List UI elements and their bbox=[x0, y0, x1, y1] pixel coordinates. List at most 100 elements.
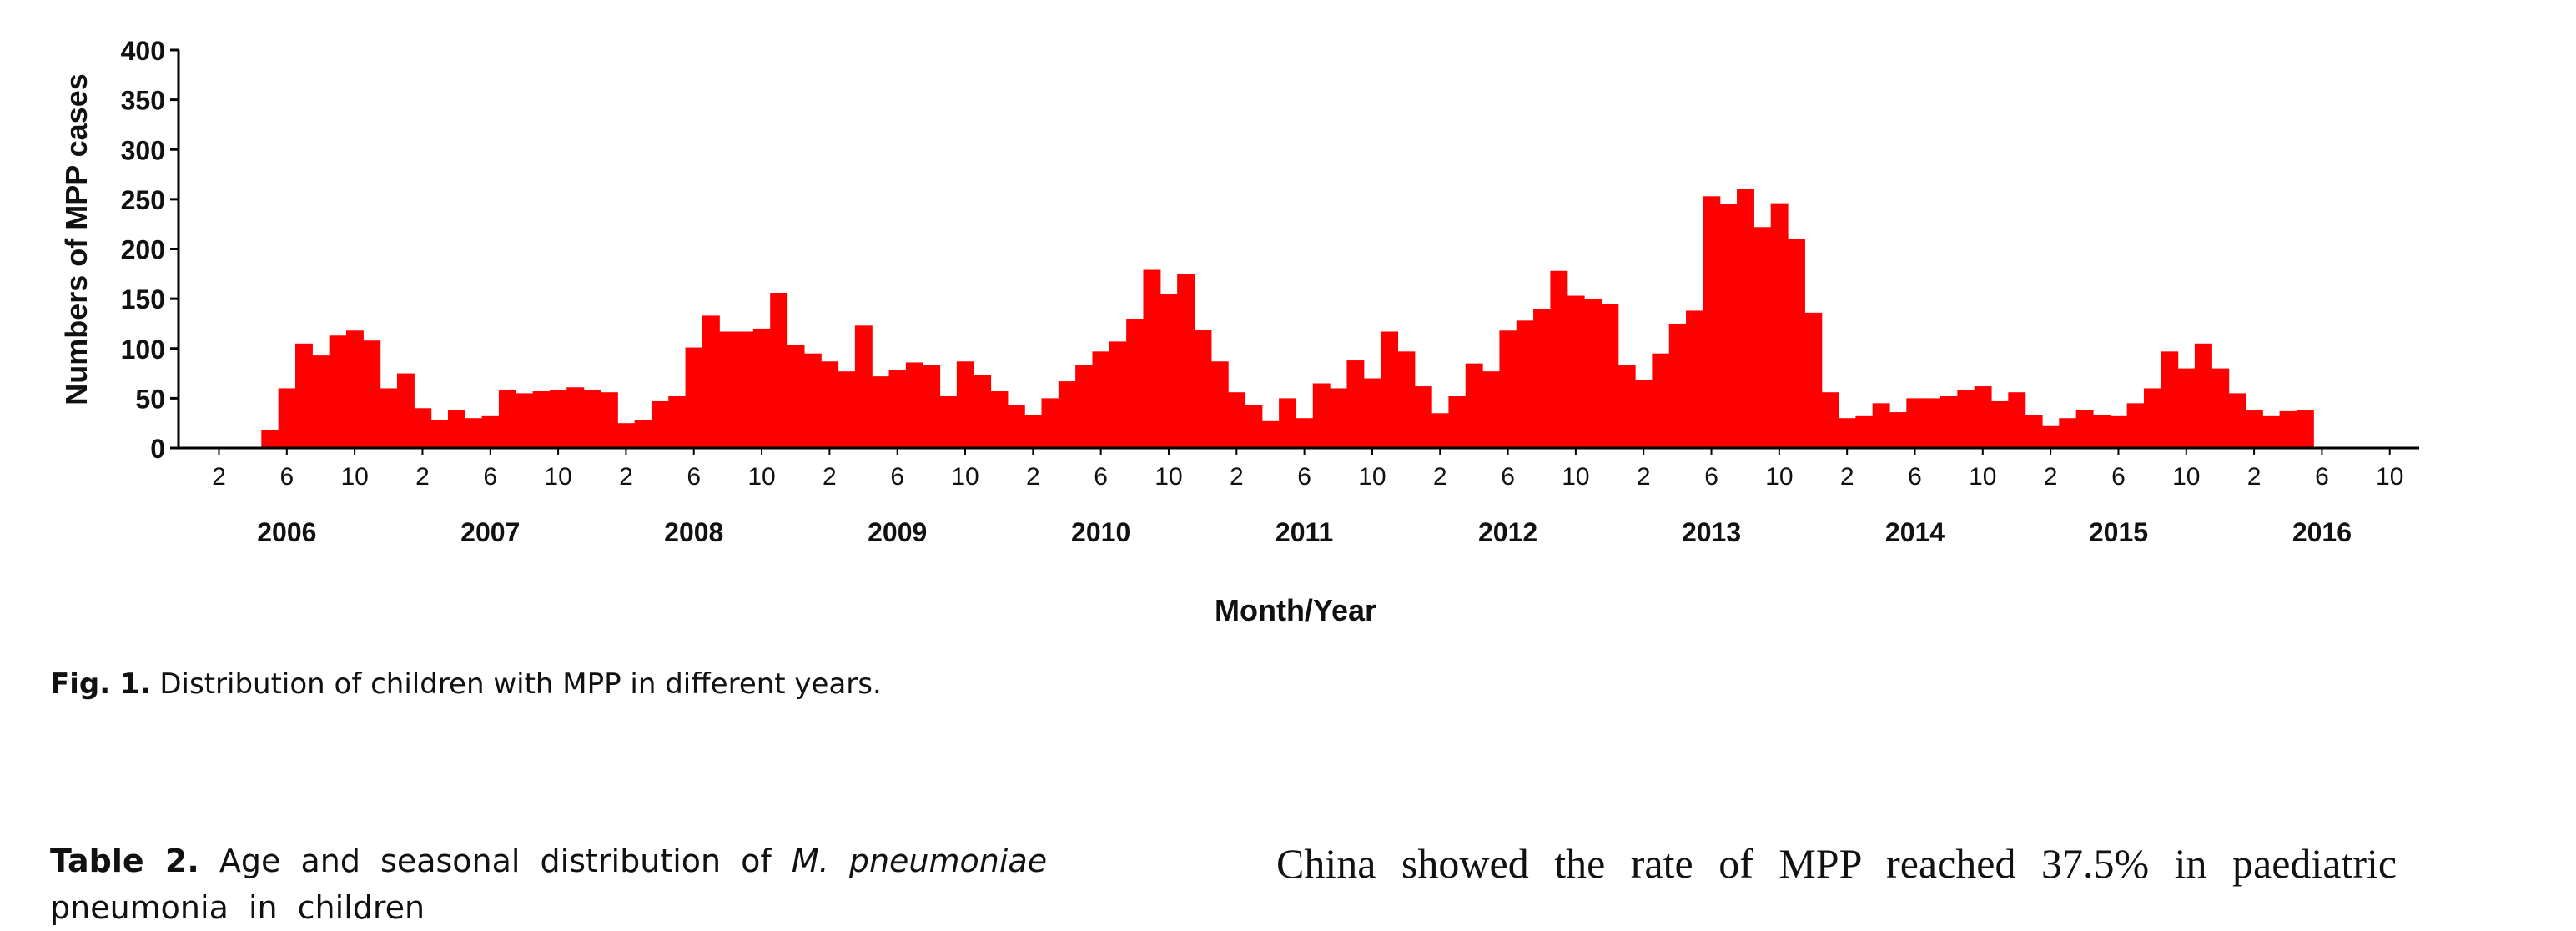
bar-112 bbox=[2092, 415, 2111, 448]
bar-28 bbox=[668, 395, 687, 448]
bar-109 bbox=[2041, 425, 2060, 448]
bar-40 bbox=[872, 376, 890, 448]
x-tick-label-2012-10: 10 bbox=[1562, 463, 1589, 491]
bar-6 bbox=[294, 343, 313, 448]
bar-98 bbox=[1855, 415, 1874, 448]
bar-44 bbox=[939, 395, 958, 448]
bar-78 bbox=[1516, 320, 1534, 448]
bar-74 bbox=[1448, 395, 1467, 448]
bar-93 bbox=[1770, 203, 1789, 448]
bar-103 bbox=[1940, 395, 1958, 448]
bar-42 bbox=[905, 362, 923, 448]
bar-54 bbox=[1109, 341, 1127, 448]
bar-57 bbox=[1160, 294, 1178, 448]
figure-caption-text: Distribution of children with MPP in dif… bbox=[159, 667, 882, 701]
y-tick-label-100: 100 bbox=[121, 335, 165, 365]
bar-120 bbox=[2228, 393, 2246, 448]
bar-66 bbox=[1312, 383, 1331, 448]
bar-107 bbox=[2008, 392, 2026, 448]
x-tick-label-2014-6: 6 bbox=[1908, 463, 1922, 491]
x-tick-label-2015-6: 6 bbox=[2111, 463, 2126, 491]
y-tick-label-200: 200 bbox=[121, 235, 165, 265]
x-tick-label-2015-10: 10 bbox=[2172, 463, 2200, 491]
bar-65 bbox=[1296, 418, 1314, 448]
y-tick-label-150: 150 bbox=[121, 284, 165, 315]
bar-30 bbox=[702, 315, 720, 448]
bar-15 bbox=[447, 410, 465, 448]
y-tick-label-400: 400 bbox=[121, 36, 165, 66]
bar-68 bbox=[1346, 360, 1365, 448]
x-tick-label-2006-6: 6 bbox=[279, 463, 294, 491]
bar-62 bbox=[1245, 405, 1263, 448]
year-label-2016: 2016 bbox=[2292, 517, 2352, 547]
bar-38 bbox=[838, 371, 856, 448]
year-label-2012: 2012 bbox=[1478, 517, 1537, 547]
x-tick-label-2009-6: 6 bbox=[890, 463, 904, 491]
table-title-text-after: pneumonia in children bbox=[50, 889, 425, 926]
x-tick-label-2013-6: 6 bbox=[1704, 463, 1718, 491]
year-label-2009: 2009 bbox=[868, 517, 927, 547]
bar-92 bbox=[1753, 227, 1772, 448]
bar-101 bbox=[1906, 398, 1924, 449]
x-tick-label-2013-2: 2 bbox=[1637, 463, 1651, 491]
bar-97 bbox=[1839, 418, 1856, 448]
x-axis-label: Month/Year bbox=[1215, 593, 1376, 627]
bar-32 bbox=[736, 331, 754, 448]
bar-12 bbox=[396, 373, 415, 448]
bar-100 bbox=[1889, 412, 1907, 448]
year-label-2006: 2006 bbox=[257, 517, 316, 547]
bar-50 bbox=[1041, 398, 1059, 449]
bar-8 bbox=[329, 335, 347, 448]
bar-95 bbox=[1804, 312, 1823, 448]
year-label-2013: 2013 bbox=[1682, 517, 1741, 547]
y-tick-label-250: 250 bbox=[121, 185, 165, 215]
bar-26 bbox=[634, 420, 652, 448]
x-tick-label-2010-10: 10 bbox=[1155, 463, 1182, 491]
x-tick-label-2011-6: 6 bbox=[1297, 463, 1311, 491]
bar-104 bbox=[1957, 390, 1975, 448]
body-text: China showed the rate of MPP reached 37.… bbox=[1276, 840, 2397, 887]
bar-85 bbox=[1635, 380, 1653, 448]
bar-114 bbox=[2126, 403, 2145, 448]
year-label-2007: 2007 bbox=[460, 517, 520, 547]
bar-21 bbox=[549, 390, 567, 448]
y-tick-label-50: 50 bbox=[135, 384, 165, 414]
year-label-2010: 2010 bbox=[1071, 517, 1130, 547]
bar-63 bbox=[1261, 420, 1280, 448]
bar-17 bbox=[481, 415, 500, 448]
x-tick-label-2012-2: 2 bbox=[1433, 463, 1447, 491]
bar-13 bbox=[414, 408, 432, 448]
x-tick-label-2012-6: 6 bbox=[1501, 463, 1515, 491]
x-tick-label-2010-6: 6 bbox=[1094, 463, 1108, 491]
bar-70 bbox=[1381, 331, 1399, 448]
bar-39 bbox=[854, 325, 873, 448]
bar-118 bbox=[2194, 343, 2212, 448]
bar-81 bbox=[1567, 295, 1585, 448]
bar-18 bbox=[498, 390, 516, 448]
x-tick-label-2007-10: 10 bbox=[544, 463, 571, 491]
bar-9 bbox=[345, 330, 364, 448]
x-tick-label-2010-2: 2 bbox=[1026, 463, 1040, 491]
bar-24 bbox=[600, 392, 618, 448]
y-tick-label-0: 0 bbox=[150, 434, 165, 464]
bar-61 bbox=[1228, 392, 1246, 448]
x-tick-label-2011-10: 10 bbox=[1358, 463, 1386, 491]
x-tick-label-2013-10: 10 bbox=[1765, 463, 1793, 491]
bar-46 bbox=[974, 375, 992, 448]
bar-52 bbox=[1075, 365, 1094, 448]
bar-67 bbox=[1330, 388, 1348, 448]
bar-71 bbox=[1397, 351, 1416, 448]
x-tick-label-2014-10: 10 bbox=[1969, 463, 1996, 491]
x-tick-label-2009-2: 2 bbox=[823, 463, 837, 491]
bar-115 bbox=[2143, 388, 2161, 448]
x-tick-label-2008-6: 6 bbox=[687, 463, 701, 491]
y-tick-label-300: 300 bbox=[121, 135, 165, 165]
bar-87 bbox=[1668, 323, 1687, 448]
bar-27 bbox=[651, 400, 669, 448]
x-tick-label-2016-10: 10 bbox=[2376, 463, 2403, 491]
y-tick-label-350: 350 bbox=[121, 86, 165, 116]
bar-53 bbox=[1092, 351, 1110, 448]
bar-20 bbox=[532, 391, 551, 448]
bar-25 bbox=[617, 423, 636, 448]
table-title: Table 2. Age and seasonal distribution o… bbox=[50, 838, 1218, 931]
